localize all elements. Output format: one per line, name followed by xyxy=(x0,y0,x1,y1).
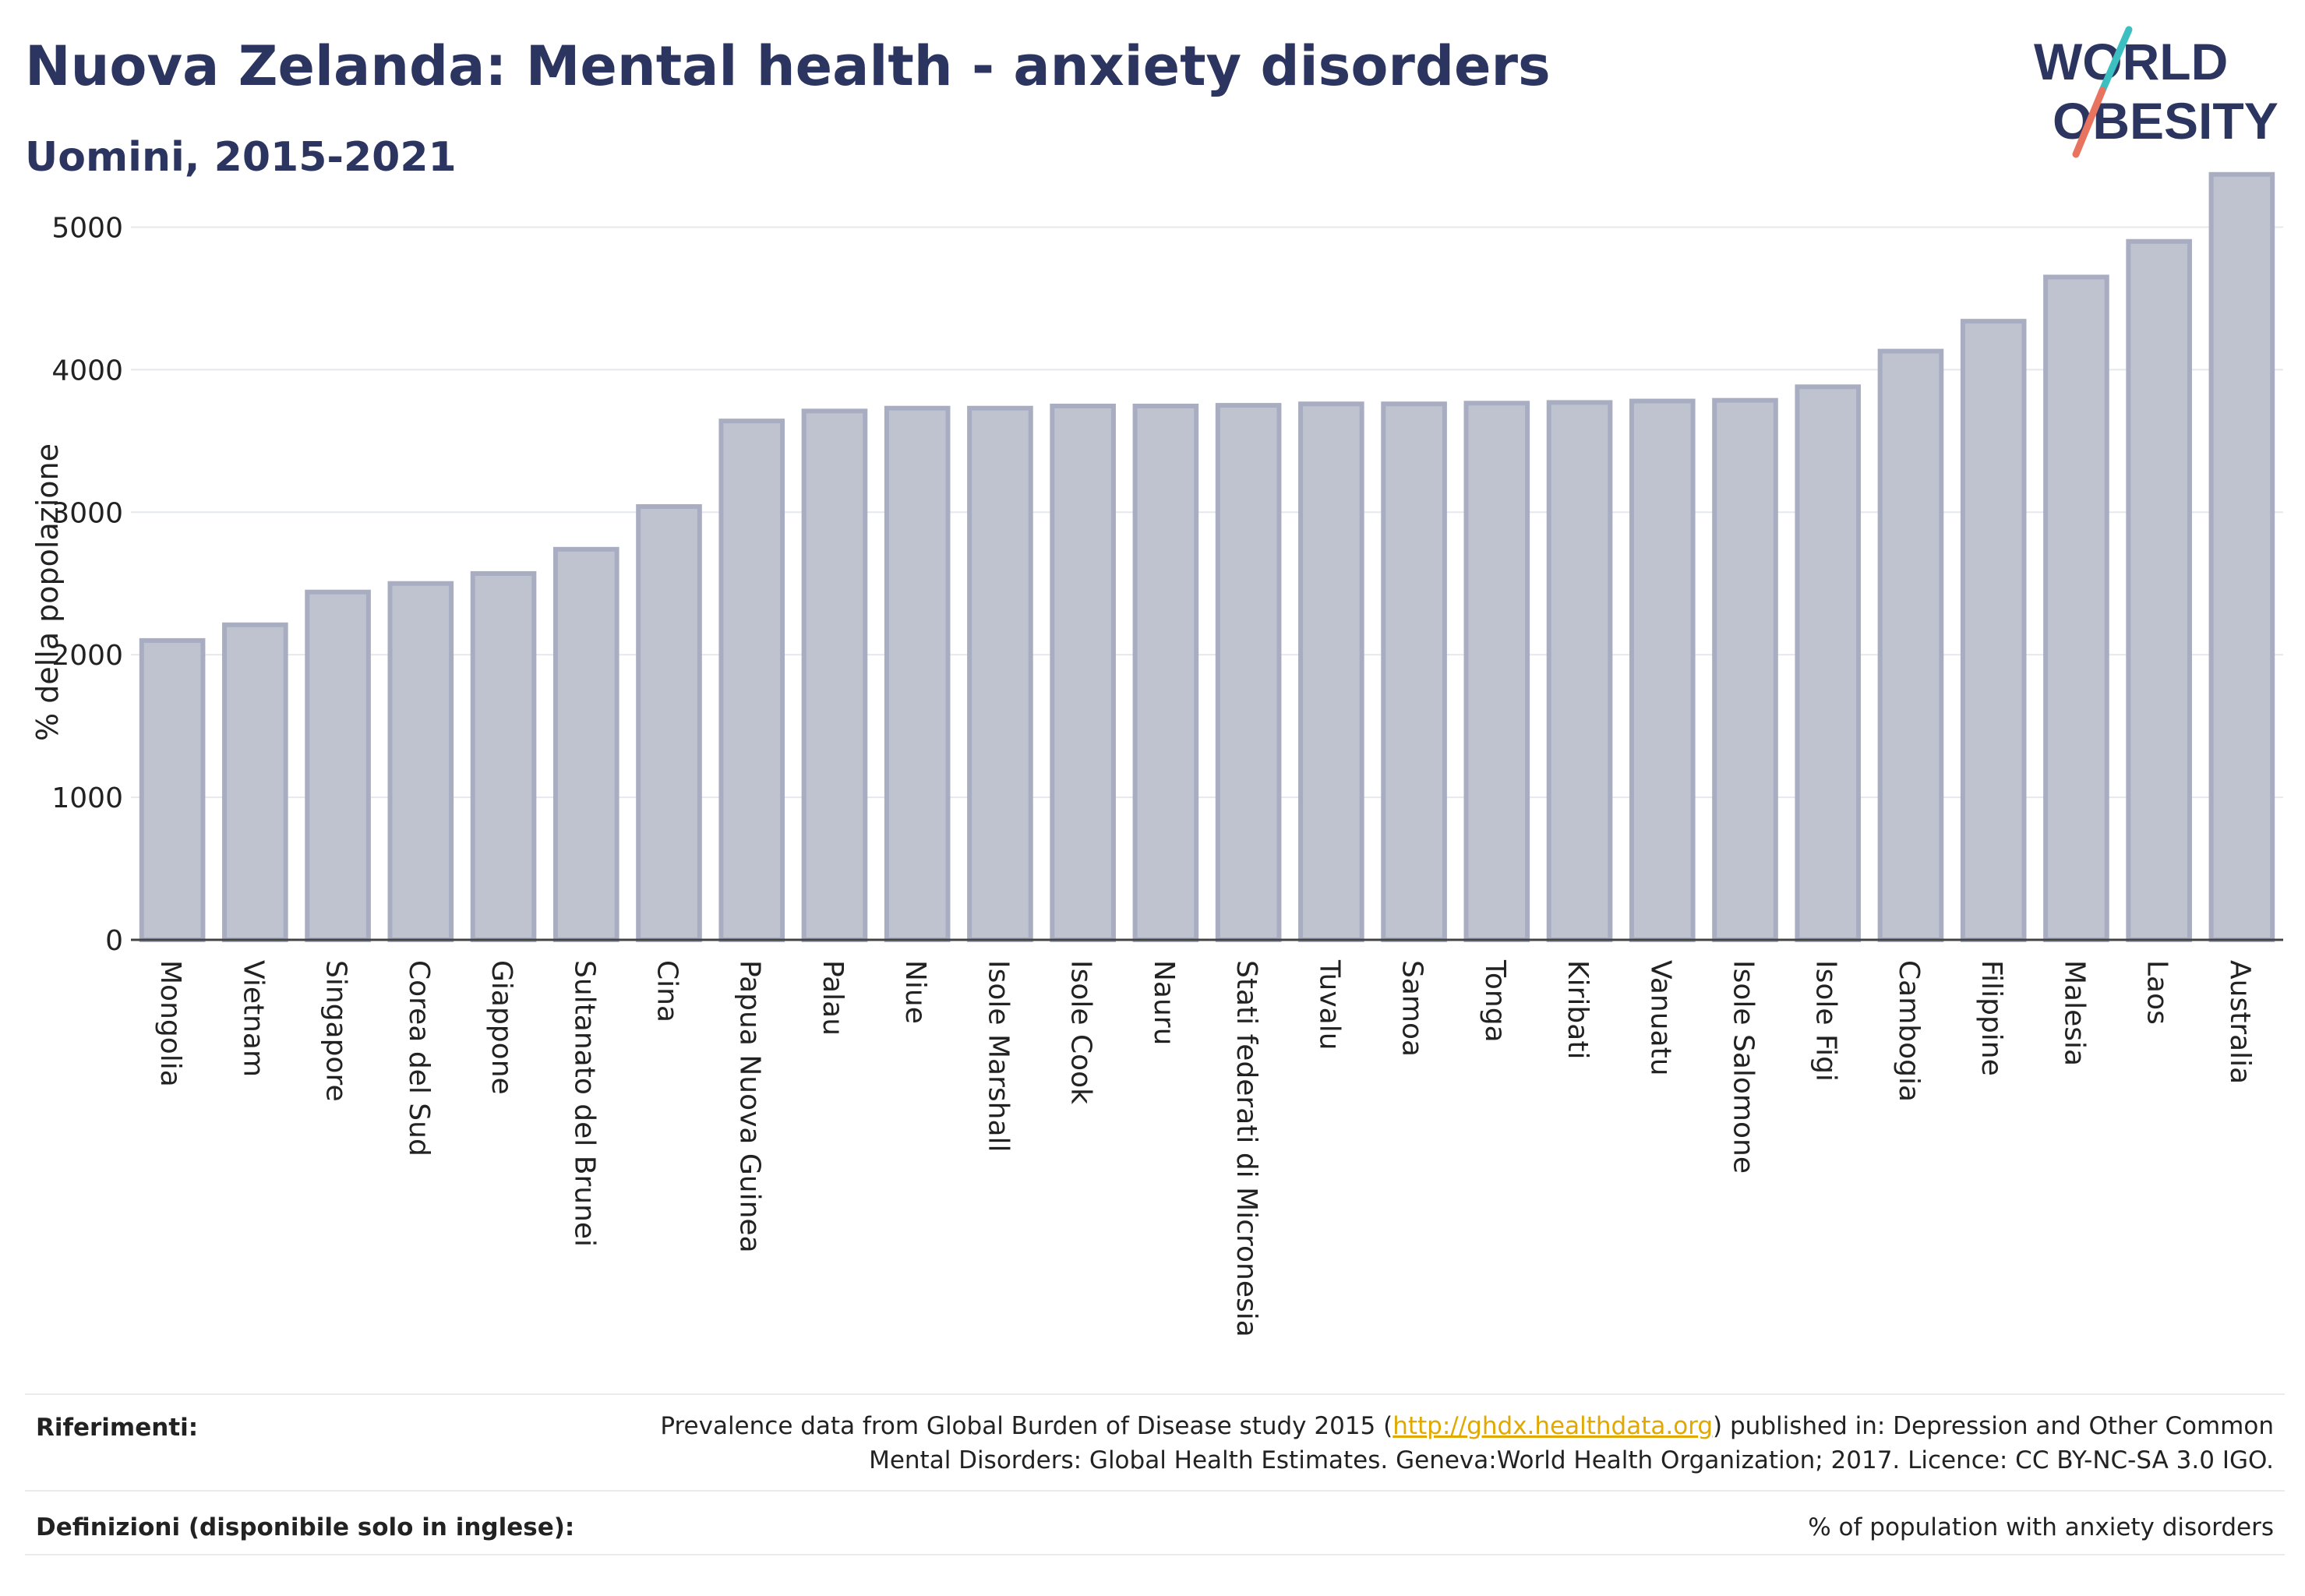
y-tick-labels: 0 1000 2000 3000 4000 5000 xyxy=(51,212,123,957)
x-tick-label: Cina xyxy=(651,960,683,1022)
y-tick-label: 1000 xyxy=(51,782,123,814)
references-text-start: Prevalence data from Global Burden of Di… xyxy=(660,1412,1393,1440)
references-label: Riferimenti: xyxy=(36,1414,199,1442)
x-tick-label: Vietnam xyxy=(237,960,269,1077)
references-text: Prevalence data from Global Burden of Di… xyxy=(637,1409,2274,1478)
y-tick-label: 2000 xyxy=(51,640,123,672)
definitions-text: % of population with anxiety disorders xyxy=(1808,1513,2274,1541)
grid-lines xyxy=(131,226,2283,799)
bar-filippine[interactable] xyxy=(1960,319,2027,942)
bar-isole-figi[interactable] xyxy=(1795,384,1862,942)
bar-cambogia[interactable] xyxy=(1877,348,1944,942)
bar-tonga[interactable] xyxy=(1463,401,1530,942)
footer-divider-middle xyxy=(25,1490,2285,1492)
x-tick-label: Filippine xyxy=(1975,960,2007,1076)
bar-corea-del-sud[interactable] xyxy=(387,581,454,943)
x-tick-label: Kiribati xyxy=(1562,960,1594,1059)
bar-nauru[interactable] xyxy=(1132,404,1199,942)
x-tick-label: Cambogia xyxy=(1893,960,1925,1102)
bars xyxy=(139,171,2275,943)
x-tick-label: Nauru xyxy=(1148,960,1180,1045)
bar-chart: 0 1000 2000 3000 4000 5000 Mongolia Vietnam Sin… xyxy=(30,171,2283,1337)
x-tick-label: Vanuatu xyxy=(1644,960,1676,1076)
x-tick-label: Singapore xyxy=(320,960,352,1102)
bar-singapore[interactable] xyxy=(305,589,371,943)
bar-isole-salomone[interactable] xyxy=(1712,397,1778,942)
bar-niue[interactable] xyxy=(884,405,951,942)
x-tick-label: Australia xyxy=(2224,960,2256,1084)
bar-cina[interactable] xyxy=(636,503,702,942)
x-tick-label: Palau xyxy=(817,960,849,1036)
x-tick-label: Niue xyxy=(899,960,931,1024)
bar-australia[interactable] xyxy=(2208,171,2275,942)
x-tick-labels: Mongolia Vietnam Singapore Corea del Sud Gia… xyxy=(154,959,2256,1337)
definitions-label: Definizioni (disponibile solo in inglese… xyxy=(36,1513,575,1541)
x-tick-label: Giappone xyxy=(485,960,517,1095)
bar-isole-cook[interactable] xyxy=(1050,404,1116,942)
x-tick-label: Isole Salomone xyxy=(1728,960,1760,1174)
bar-giappone[interactable] xyxy=(470,570,537,942)
references-text-end: ) published in: Depression and Other Com… xyxy=(869,1412,2274,1474)
bar-isole-marshall[interactable] xyxy=(967,405,1033,942)
x-tick-label: Isole Cook xyxy=(1065,960,1097,1104)
bar-malesia[interactable] xyxy=(2043,274,2109,942)
logo-slash-bottom xyxy=(2072,87,2106,158)
bar-palau[interactable] xyxy=(801,408,868,942)
x-tick-label: Samoa xyxy=(1396,960,1428,1057)
x-tick-label: Papua Nuova Guinea xyxy=(734,960,766,1253)
x-tick-label: Mongolia xyxy=(154,960,186,1087)
bar-stati-federati-di-micronesia[interactable] xyxy=(1215,403,1282,942)
chart-subtitle: Uomini, 2015-2021 xyxy=(25,134,457,181)
bar-vanuatu[interactable] xyxy=(1629,398,1696,942)
x-tick-label: Isole Marshall xyxy=(982,960,1014,1153)
bar-vietnam[interactable] xyxy=(222,622,288,943)
footer-divider-top xyxy=(25,1393,2285,1395)
bar-papua-nuova-guinea[interactable] xyxy=(718,418,785,942)
references-link[interactable]: http://ghdx.healthdata.org xyxy=(1393,1412,1714,1440)
x-tick-label: Sultanato del Brunei xyxy=(568,960,600,1247)
bar-sultanato-del-brunei[interactable] xyxy=(552,546,619,942)
x-tick-label: Stati federati di Micronesia xyxy=(1230,960,1262,1337)
chart-title: Nuova Zelanda: Mental health - anxiety d… xyxy=(25,34,1551,98)
x-tick-label: Corea del Sud xyxy=(403,960,435,1156)
logo-slash-top xyxy=(2099,26,2133,94)
y-tick-label: 3000 xyxy=(51,497,123,529)
bar-mongolia[interactable] xyxy=(139,637,206,943)
bar-laos[interactable] xyxy=(2126,238,2192,942)
footer-divider-bottom xyxy=(25,1554,2285,1555)
x-tick-label: Laos xyxy=(2141,960,2173,1025)
x-tick-label: Isole Figi xyxy=(1810,960,1842,1082)
bar-kiribati[interactable] xyxy=(1546,400,1613,942)
y-tick-label: 4000 xyxy=(51,355,123,387)
bar-tuvalu[interactable] xyxy=(1298,401,1364,942)
y-tick-label: 0 xyxy=(105,925,123,957)
x-tick-label: Tonga xyxy=(1479,959,1511,1043)
x-tick-label: Tuvalu xyxy=(1313,959,1345,1050)
y-axis-label: % della popolazione xyxy=(30,443,65,741)
y-tick-label: 5000 xyxy=(51,212,123,244)
world-obesity-logo: WORLD OBESITY xyxy=(2034,26,2279,158)
logo-world-text: WORLD xyxy=(2034,33,2228,90)
bar-samoa[interactable] xyxy=(1381,401,1447,942)
x-tick-label: Malesia xyxy=(2058,960,2090,1066)
